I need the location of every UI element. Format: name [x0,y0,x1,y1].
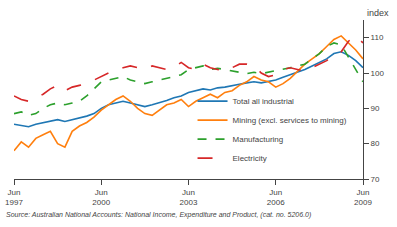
svg-text:Jun2003: Jun2003 [180,188,198,207]
svg-text:Mining (excl. services to mini: Mining (excl. services to mining) [233,116,347,125]
svg-text:Jun1997: Jun1997 [5,188,23,207]
svg-text:100: 100 [371,69,385,78]
svg-text:Total all industrial: Total all industrial [233,97,295,106]
svg-text:index: index [367,8,389,18]
svg-text:Manufacturing: Manufacturing [233,135,284,144]
svg-text:90: 90 [371,104,380,113]
svg-text:Source: Australian National Ac: Source: Australian National Accounts: Na… [6,211,311,219]
svg-text:80: 80 [371,139,380,148]
svg-text:Jun2006: Jun2006 [267,188,285,207]
svg-text:110: 110 [371,33,384,42]
svg-text:Jun2000: Jun2000 [92,188,110,207]
svg-text:Electricity: Electricity [233,154,267,163]
svg-text:Jun2009: Jun2009 [354,188,372,207]
svg-text:70: 70 [371,175,380,184]
